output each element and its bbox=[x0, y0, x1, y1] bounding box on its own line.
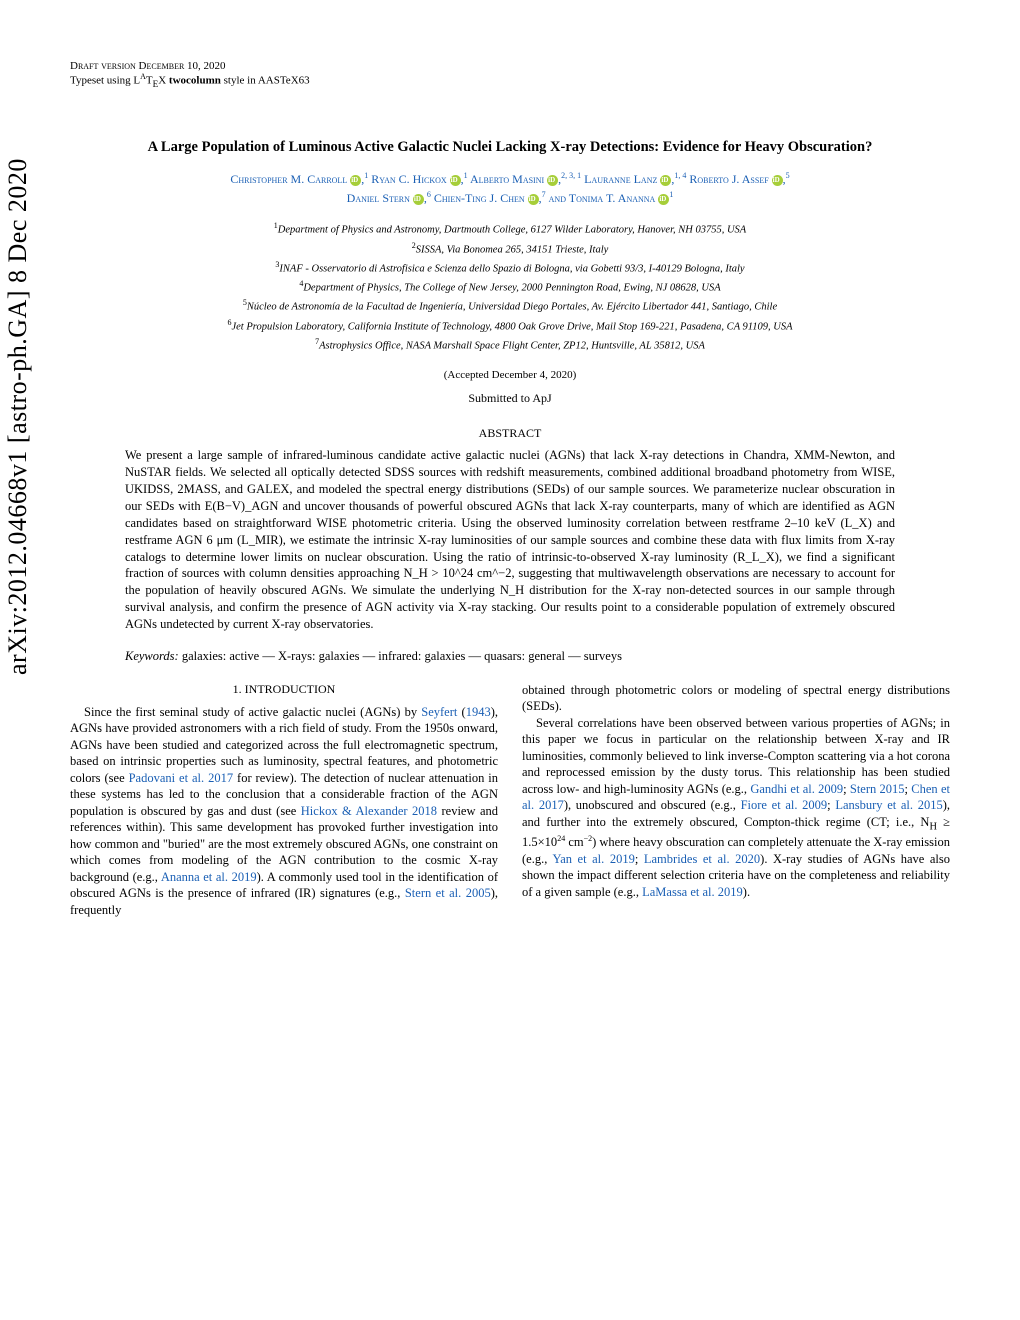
affiliation-4: 4Department of Physics, The College of N… bbox=[70, 278, 950, 297]
affiliation-7: 7Astrophysics Office, NASA Marshall Spac… bbox=[70, 336, 950, 355]
header-meta: Draft version December 10, 2020 Typeset … bbox=[70, 60, 950, 89]
affiliation-2: 2SISSA, Via Bonomea 265, 34151 Trieste, … bbox=[70, 240, 950, 259]
keywords: Keywords: galaxies: active — X-rays: gal… bbox=[125, 649, 895, 664]
intro-paragraph-2: Several correlations have been observed … bbox=[522, 715, 950, 900]
affiliation-6: 6Jet Propulsion Laboratory, California I… bbox=[70, 317, 950, 336]
author-line-1[interactable]: Christopher M. Carroll ,1 Ryan C. Hickox… bbox=[230, 172, 789, 186]
paper-title: A Large Population of Luminous Active Ga… bbox=[70, 139, 950, 156]
abstract-body: We present a large sample of infrared-lu… bbox=[125, 447, 895, 633]
submitted-to: Submitted to ApJ bbox=[70, 391, 950, 406]
author-list: Christopher M. Carroll ,1 Ryan C. Hickox… bbox=[70, 170, 950, 208]
abstract-heading: ABSTRACT bbox=[70, 426, 950, 441]
section-1-heading: 1. INTRODUCTION bbox=[70, 682, 498, 698]
arxiv-category: [astro-ph.GA] bbox=[3, 290, 32, 443]
column-right: obtained through photometric colors or m… bbox=[522, 682, 950, 918]
intro-paragraph-1-cont: obtained through photometric colors or m… bbox=[522, 682, 950, 715]
keywords-text: galaxies: active — X-rays: galaxies — in… bbox=[182, 649, 622, 663]
accepted-date: (Accepted December 4, 2020) bbox=[70, 369, 950, 381]
arxiv-stamp: arXiv:2012.04668v1 [astro-ph.GA] 8 Dec 2… bbox=[3, 158, 33, 675]
column-left: 1. INTRODUCTION Since the first seminal … bbox=[70, 682, 498, 918]
author-line-2[interactable]: Daniel Stern ,6 Chien-Ting J. Chen ,7 an… bbox=[347, 191, 674, 205]
typeset-line: Typeset using LATEX twocolumn style in A… bbox=[70, 72, 950, 89]
affiliation-3: 3INAF - Osservatorio di Astrofisica e Sc… bbox=[70, 259, 950, 278]
affiliation-5: 5Núcleo de Astronomía de la Facultad de … bbox=[70, 297, 950, 316]
keywords-label: Keywords: bbox=[125, 649, 182, 663]
affiliations: 1Department of Physics and Astronomy, Da… bbox=[70, 220, 950, 355]
intro-paragraph-1: Since the first seminal study of active … bbox=[70, 704, 498, 919]
arxiv-id: arXiv:2012.04668v1 bbox=[3, 450, 32, 675]
arxiv-date: 8 Dec 2020 bbox=[3, 158, 32, 283]
body-columns: 1. INTRODUCTION Since the first seminal … bbox=[70, 682, 950, 918]
affiliation-1: 1Department of Physics and Astronomy, Da… bbox=[70, 220, 950, 239]
draft-version: Draft version December 10, 2020 bbox=[70, 60, 950, 72]
